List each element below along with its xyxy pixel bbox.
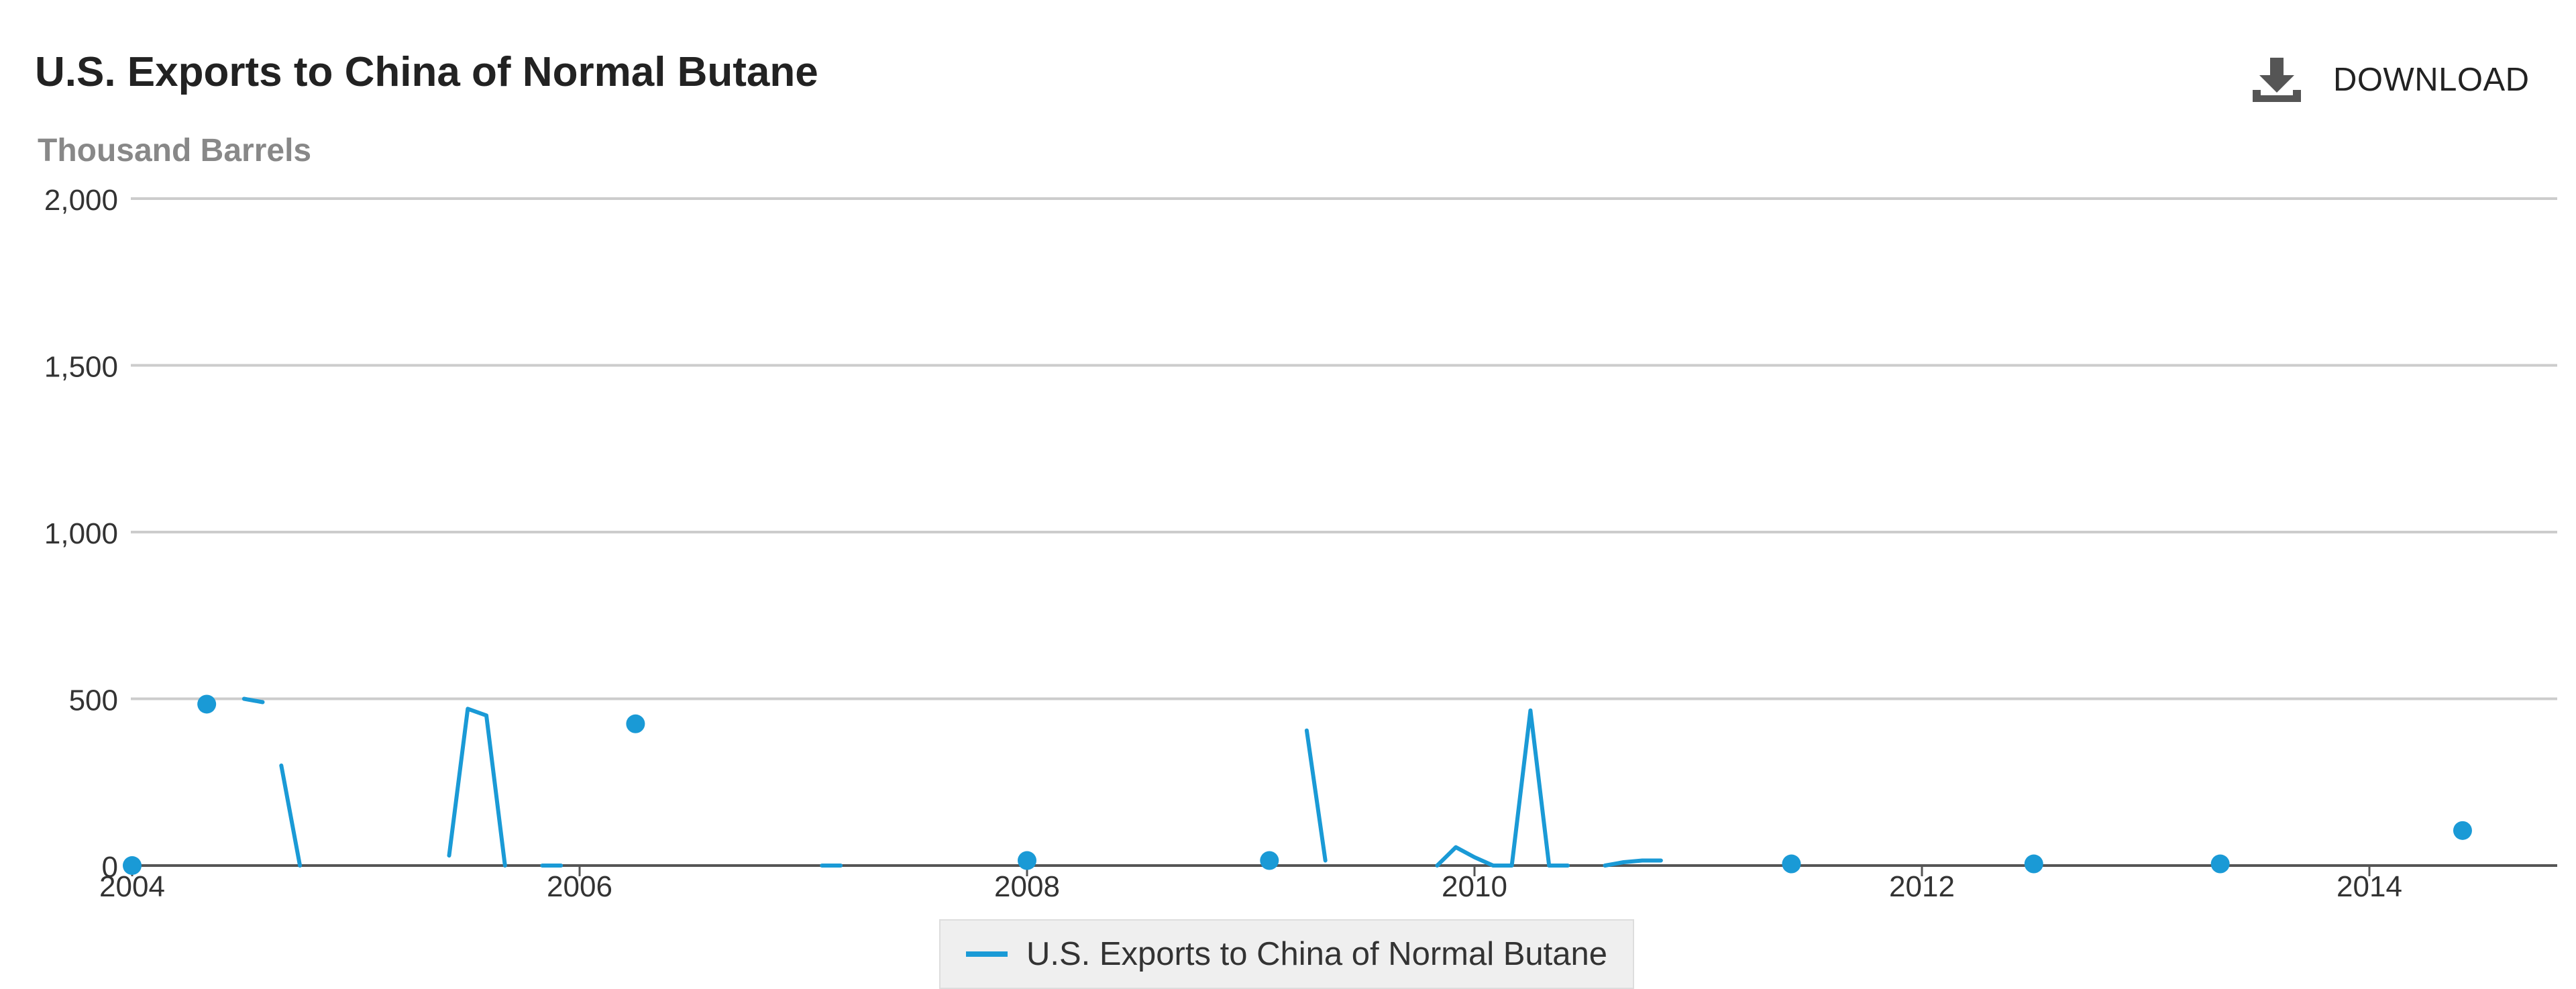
legend-swatch xyxy=(965,951,1008,957)
download-icon xyxy=(2253,58,2301,102)
data-point[interactable] xyxy=(1782,854,1801,874)
y-tick-label: 500 xyxy=(69,684,118,717)
data-point[interactable] xyxy=(626,714,645,733)
legend-label: U.S. Exports to China of Normal Butane xyxy=(1026,936,1608,972)
data-point[interactable] xyxy=(1018,851,1036,870)
y-axis-label: Thousand Barrels xyxy=(38,133,311,168)
y-tick-label: 0 xyxy=(102,851,118,884)
chart-area: Thousand Barrels 0 500 1,000 1,500 2,000 2004… xyxy=(38,133,2557,903)
x-tick-label: 2008 xyxy=(994,870,1060,903)
x-tick-label: 2014 xyxy=(2337,870,2402,903)
series-line-segment[interactable] xyxy=(447,707,507,868)
data-point[interactable] xyxy=(1260,851,1279,870)
data-point[interactable] xyxy=(197,694,217,714)
data-point[interactable] xyxy=(123,856,142,875)
y-tick-label: 1,000 xyxy=(44,517,118,550)
series-line-segment[interactable] xyxy=(1304,728,1328,863)
chart-title: U.S. Exports to China of Normal Butane xyxy=(35,49,818,95)
download-button[interactable]: DOWNLOAD xyxy=(2253,58,2530,102)
download-label: DOWNLOAD xyxy=(2333,62,2530,98)
series-line-segment[interactable] xyxy=(241,696,265,705)
x-tick-label: 2006 xyxy=(547,870,612,903)
y-tick-label: 2,000 xyxy=(44,184,118,217)
series-line-segment[interactable] xyxy=(279,763,303,868)
y-tick-label: 1,500 xyxy=(44,351,118,384)
data-point[interactable] xyxy=(2024,854,2043,874)
legend-item[interactable]: U.S. Exports to China of Normal Butane xyxy=(939,919,1634,989)
x-tick-label: 2004 xyxy=(99,870,165,903)
series-line-segment[interactable] xyxy=(1603,858,1663,868)
data-point[interactable] xyxy=(2210,854,2230,874)
data-point[interactable] xyxy=(2453,821,2472,840)
series-line-segment[interactable] xyxy=(1435,708,1570,868)
x-tick-label: 2010 xyxy=(1442,870,1507,903)
x-tick-label: 2012 xyxy=(1889,870,1955,903)
